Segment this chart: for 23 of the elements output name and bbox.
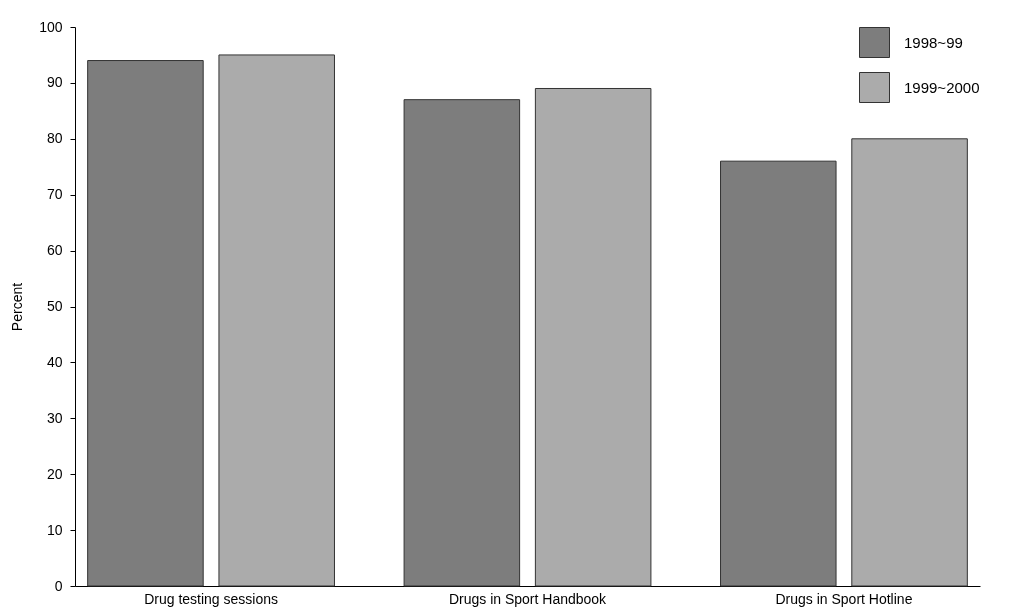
y-tick-label: 0 bbox=[54, 577, 63, 594]
y-tick-label: 90 bbox=[46, 74, 63, 91]
y-tick-label: 100 bbox=[39, 18, 63, 35]
y-tick-label: 20 bbox=[46, 465, 63, 482]
bar bbox=[218, 54, 335, 587]
y-tick-label: 30 bbox=[46, 409, 63, 426]
x-tick-label: Drugs in Sport Hotline bbox=[775, 590, 913, 607]
bar bbox=[534, 87, 652, 587]
y-axis-title: Percent bbox=[9, 282, 26, 332]
bar bbox=[87, 60, 204, 587]
x-tick-label: Drug testing sessions bbox=[144, 590, 278, 607]
bar bbox=[851, 138, 968, 587]
y-tick-label: 50 bbox=[46, 298, 63, 314]
y-tick-label: 80 bbox=[46, 130, 63, 147]
legend-label: 1998~99 bbox=[904, 33, 963, 51]
bar bbox=[720, 160, 837, 587]
y-tick-label: 70 bbox=[46, 186, 63, 203]
x-tick-label: Drugs in Sport Handbook bbox=[448, 590, 608, 607]
legend-label: 1999~2000 bbox=[904, 78, 980, 96]
y-tick-label: 10 bbox=[46, 521, 63, 538]
y-tick-label: 40 bbox=[46, 353, 63, 370]
y-tick-label: 60 bbox=[46, 242, 63, 259]
bar bbox=[403, 99, 521, 587]
